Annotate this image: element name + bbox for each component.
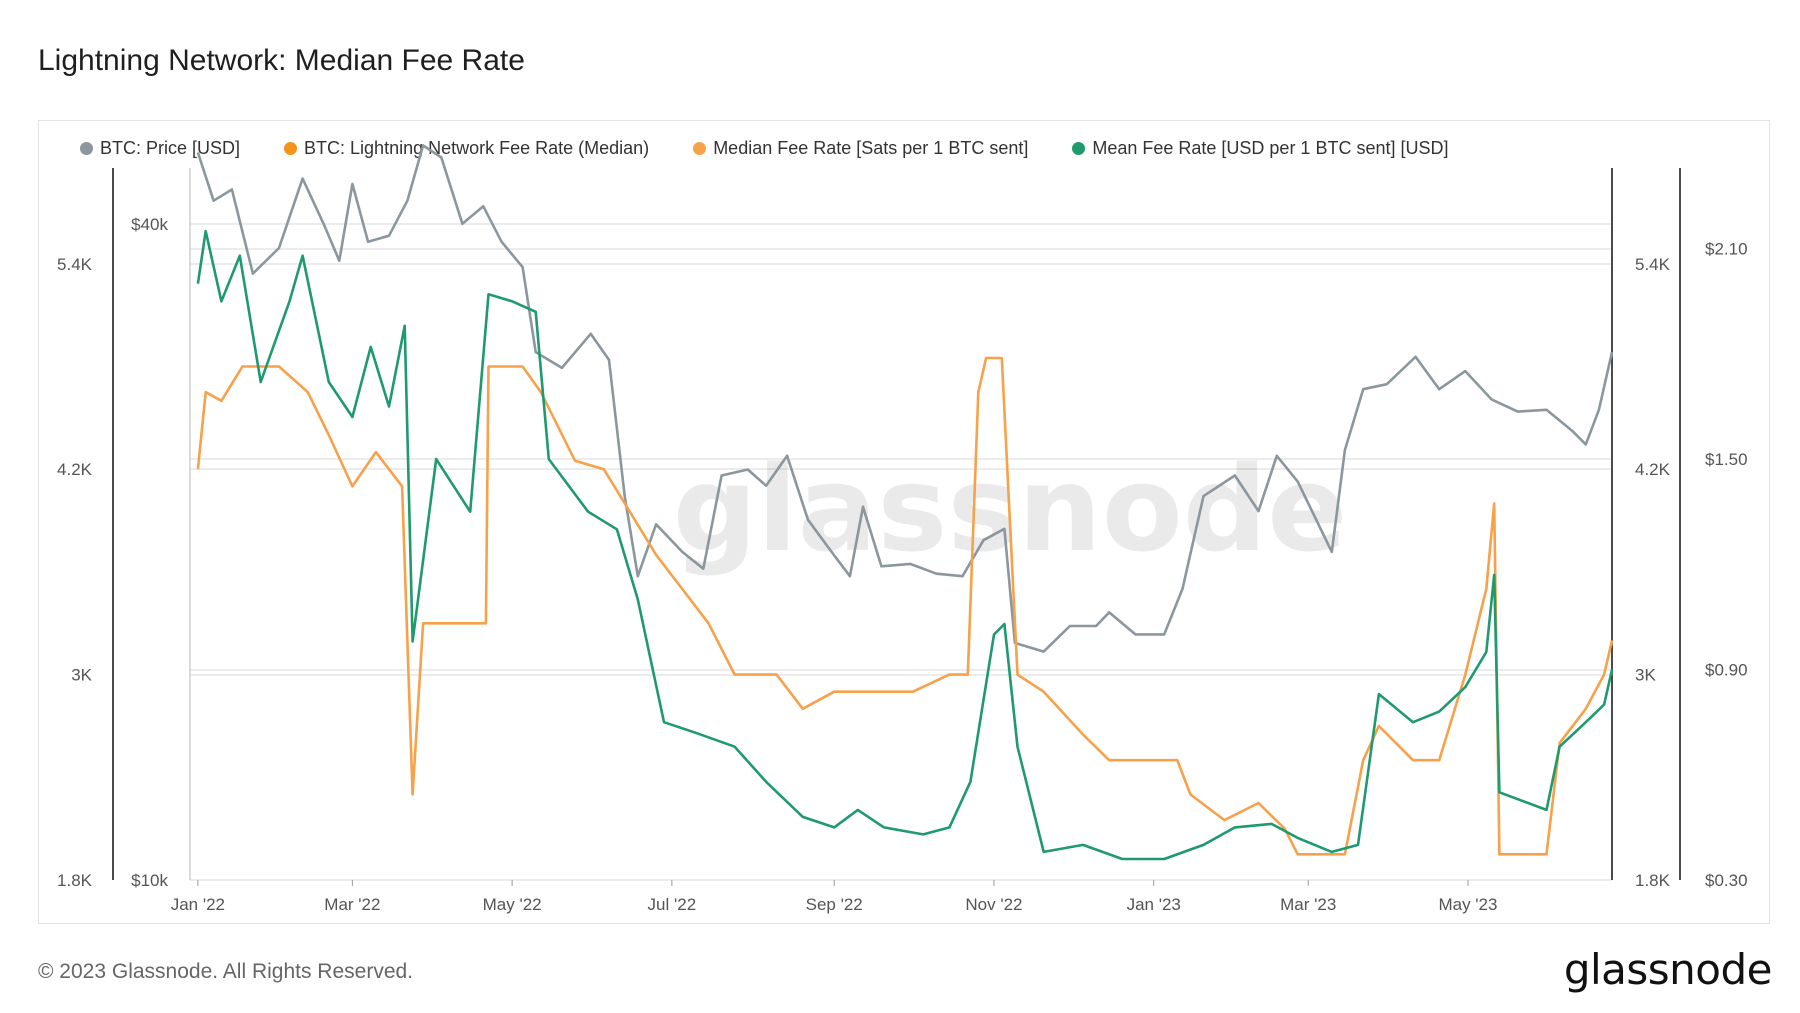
series-line-median-fee-sats (196, 356, 1614, 856)
tick-label-x: Nov '22 (965, 895, 1022, 914)
series-line-btc-price (196, 144, 1614, 653)
tick-label-usd: $1.50 (1705, 450, 1748, 469)
legend-item-mean-usd[interactable]: Mean Fee Rate [USD per 1 BTC sent] [USD] (1072, 138, 1448, 159)
grid-lines (190, 223, 1612, 881)
tick-label-sats-left: 1.8K (57, 871, 93, 890)
legend-label: BTC: Price [USD] (100, 138, 241, 158)
tick-label-sats-right: 5.4K (1635, 255, 1671, 274)
tick-label-price: $10k (131, 871, 168, 890)
series-line-mean-fee-usd (196, 229, 1614, 861)
tick-label-sats-left: 3K (71, 666, 92, 685)
tick-label-x: Jan '23 (1127, 895, 1181, 914)
tick-label-x: Jan '22 (171, 895, 225, 914)
legend-label: Mean Fee Rate [USD per 1 BTC sent] [USD] (1092, 138, 1449, 158)
page-title: Lightning Network: Median Fee Rate (38, 44, 525, 77)
copyright-footer: © 2023 Glassnode. All Rights Reserved. (38, 960, 414, 983)
tick-label-x: May '22 (483, 895, 542, 914)
tick-label-x: Sep '22 (806, 895, 863, 914)
tick-label-sats-left: 5.4K (57, 255, 93, 274)
tick-label-x: Mar '22 (324, 895, 380, 914)
tick-label-x: Jul '22 (648, 895, 697, 914)
tick-label-sats-left: 4.2K (57, 460, 93, 479)
tick-label-usd: $0.30 (1705, 871, 1748, 890)
legend-item-median-sats[interactable]: Median Fee Rate [Sats per 1 BTC sent] (693, 138, 1028, 159)
tick-label-sats-right: 1.8K (1635, 871, 1671, 890)
legend-item-price[interactable]: BTC: Price [USD] (80, 138, 240, 159)
axes: 1.8K 1.8K 3K 3K 4.2K 4.2K 5.4K 5.4K $10k $40k $0.3… (57, 168, 1748, 914)
glassnode-logo[interactable]: glassnode (1563, 945, 1773, 994)
tick-label-sats-right: 3K (1635, 666, 1656, 685)
tick-label-price: $40k (131, 215, 168, 234)
tick-label-x: Mar '23 (1280, 895, 1336, 914)
legend-label: Median Fee Rate [Sats per 1 BTC sent] (713, 138, 1029, 158)
legend-dot-icon (693, 142, 707, 155)
legend-label: BTC: Lightning Network Fee Rate (Median) (304, 138, 650, 158)
legend-dot-icon (1072, 142, 1086, 155)
tick-label-sats-right: 4.2K (1635, 460, 1671, 479)
legend-item-lightning-median[interactable]: BTC: Lightning Network Fee Rate (Median) (284, 138, 649, 159)
tick-label-usd: $0.90 (1705, 661, 1748, 680)
legend-dot-icon (284, 142, 298, 155)
series-lines (196, 144, 1614, 861)
chart-panel (38, 120, 1770, 924)
chart-legend: BTC: Price [USD] BTC: Lightning Network … (80, 138, 1448, 159)
tick-label-usd: $2.10 (1705, 240, 1748, 259)
tick-label-x: May '23 (1438, 895, 1497, 914)
legend-dot-icon (80, 142, 93, 155)
